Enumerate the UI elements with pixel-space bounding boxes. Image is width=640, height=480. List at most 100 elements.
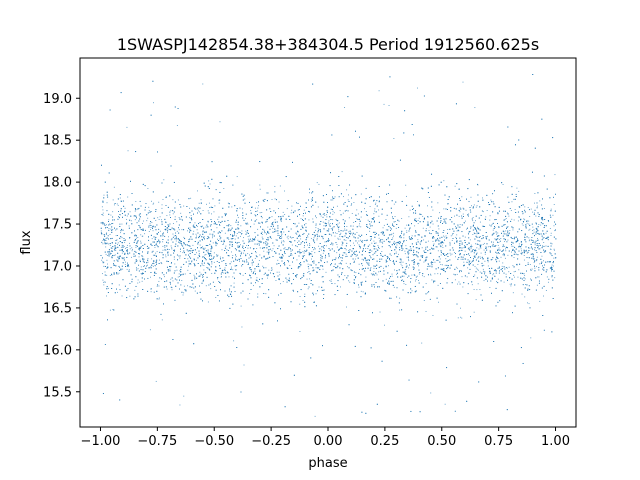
data-point: [392, 237, 394, 239]
data-point: [253, 285, 254, 287]
data-point: [295, 245, 297, 247]
data-point: [483, 249, 485, 251]
data-point: [492, 201, 494, 203]
data-point: [190, 197, 192, 199]
data-point: [471, 261, 473, 263]
data-point: [202, 247, 204, 249]
data-point: [230, 225, 232, 227]
data-point: [254, 214, 256, 216]
data-point: [102, 243, 104, 245]
data-point: [433, 248, 435, 250]
data-point: [245, 218, 247, 220]
data-point: [502, 184, 504, 185]
data-point: [140, 273, 142, 274]
data-point: [161, 263, 163, 265]
data-point: [538, 276, 540, 278]
data-point: [410, 238, 412, 240]
data-point: [259, 247, 261, 249]
data-point: [521, 293, 523, 295]
data-point: [476, 205, 478, 207]
data-point: [335, 218, 337, 220]
data-point: [104, 281, 106, 283]
data-point: [182, 252, 184, 254]
data-point: [171, 287, 173, 289]
data-point: [437, 225, 439, 227]
data-point: [489, 215, 491, 217]
data-point: [204, 271, 206, 273]
data-point: [512, 245, 514, 247]
data-point: [414, 262, 416, 264]
data-point: [278, 201, 280, 203]
data-point: [202, 276, 204, 278]
data-point: [258, 242, 260, 244]
data-point: [477, 232, 479, 234]
data-point: [109, 244, 111, 246]
data-point: [440, 264, 442, 265]
data-point: [360, 239, 361, 241]
data-point: [205, 253, 207, 255]
data-point: [263, 273, 265, 275]
data-point: [344, 107, 346, 108]
data-point: [362, 281, 364, 283]
data-point: [447, 203, 449, 205]
data-point: [513, 219, 515, 221]
data-point: [459, 188, 460, 190]
data-point: [106, 202, 108, 204]
data-point: [430, 274, 432, 276]
data-point: [274, 185, 276, 187]
data-point: [280, 221, 282, 223]
data-point: [156, 285, 158, 287]
data-point: [115, 235, 117, 237]
data-point: [480, 247, 482, 249]
data-point: [447, 259, 449, 261]
data-point: [391, 233, 393, 235]
data-point: [473, 255, 475, 257]
data-point: [221, 276, 222, 277]
data-point: [407, 276, 408, 278]
data-point: [149, 329, 151, 331]
data-point: [310, 237, 312, 239]
data-point: [371, 284, 373, 285]
data-point: [356, 209, 358, 211]
data-point: [182, 294, 184, 296]
data-point: [406, 230, 408, 232]
data-point: [464, 250, 466, 252]
data-point: [543, 208, 545, 209]
data-point: [378, 278, 380, 280]
data-point: [279, 274, 281, 276]
data-point: [272, 227, 274, 229]
data-point: [340, 232, 342, 234]
data-point: [241, 208, 243, 210]
data-point: [381, 251, 383, 252]
data-point: [384, 289, 386, 291]
data-point: [183, 285, 185, 287]
data-point: [271, 216, 273, 218]
data-point: [316, 237, 318, 239]
data-point: [257, 293, 259, 295]
data-point: [348, 280, 350, 282]
data-point: [376, 274, 378, 276]
data-point: [196, 235, 197, 237]
data-point: [178, 217, 180, 218]
data-point: [469, 260, 471, 262]
data-point: [348, 194, 349, 196]
data-point: [375, 202, 377, 204]
data-point: [298, 250, 300, 252]
data-point: [126, 126, 128, 128]
data-point: [291, 205, 293, 207]
data-point: [156, 245, 158, 247]
data-point: [198, 236, 200, 238]
data-point: [373, 213, 375, 215]
data-point: [248, 235, 250, 237]
data-point: [432, 314, 434, 316]
data-point: [415, 280, 416, 282]
data-point: [181, 219, 183, 220]
data-point: [387, 282, 389, 284]
data-point: [310, 200, 312, 202]
data-point: [192, 244, 194, 246]
data-point: [400, 259, 402, 261]
data-point: [487, 246, 489, 248]
data-point: [103, 284, 105, 286]
data-point: [232, 255, 234, 256]
data-point: [174, 263, 176, 265]
